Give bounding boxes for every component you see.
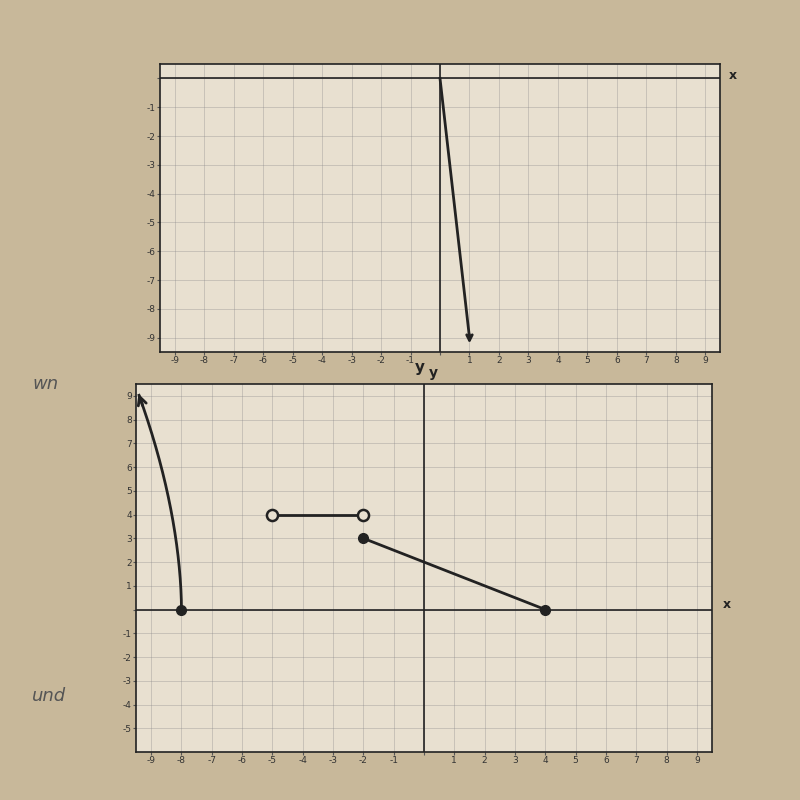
Text: wn: wn	[32, 375, 58, 393]
Text: y: y	[429, 366, 438, 380]
Text: x: x	[722, 598, 730, 611]
Text: y: y	[415, 360, 425, 375]
Text: und: und	[32, 687, 66, 705]
Text: x: x	[729, 69, 737, 82]
